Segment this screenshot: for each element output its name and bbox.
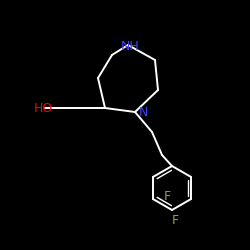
Text: F: F (172, 214, 178, 226)
Text: N: N (138, 106, 148, 120)
Text: HO: HO (34, 102, 52, 114)
Text: F: F (164, 190, 170, 203)
Text: NH: NH (120, 40, 140, 52)
